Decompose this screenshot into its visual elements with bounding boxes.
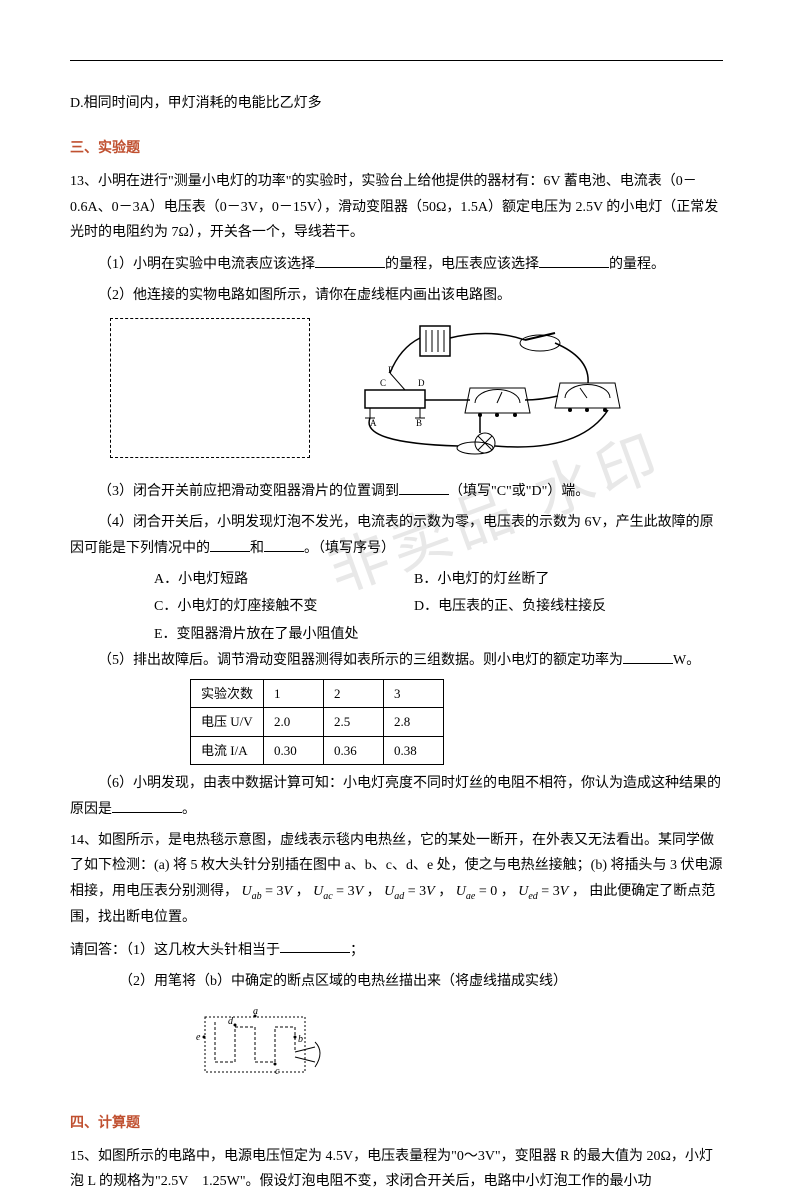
q13-stem: 13、小明在进行"测量小电灯的功率"的实验时，实验台上给他提供的器材有：6V 蓄… xyxy=(70,169,723,245)
table-row-header: 实验次数 1 2 3 xyxy=(191,679,444,707)
q14-diagram: a b c d e xyxy=(190,1002,723,1091)
circuit-draw-box[interactable] xyxy=(110,318,310,458)
svg-text:C: C xyxy=(380,378,386,388)
section-3-title: 三、实验题 xyxy=(70,136,723,161)
blank-fault-1[interactable] xyxy=(210,535,250,552)
q13-p3a: （3）闭合开关前应把滑动变阻器滑片的位置调到 xyxy=(98,484,399,499)
td-i3: 0.38 xyxy=(384,736,444,764)
q14-ask1b: ； xyxy=(350,942,364,957)
blank-reason[interactable] xyxy=(112,796,182,813)
svg-text:b: b xyxy=(298,1034,303,1045)
opt-c: C．小电灯的灯座接触不变 xyxy=(154,594,414,619)
opt-d: D．电压表的正、负接线柱接反 xyxy=(414,594,674,619)
q14-ask1a: 请回答：（1）这几枚大头针相当于 xyxy=(70,942,280,957)
td-u1: 2.0 xyxy=(264,708,324,736)
th-2: 2 xyxy=(324,679,384,707)
option-d-line: D.相同时间内，甲灯消耗的电能比乙灯多 xyxy=(70,91,723,116)
q13-p5: （5）排出故障后。调节滑动变阻器测得如表所示的三组数据。则小电灯的额定功率为 W。 xyxy=(70,647,723,673)
q13-p1c: 的量程。 xyxy=(609,257,665,272)
td-u2: 2.5 xyxy=(324,708,384,736)
q13-p2: （2）他连接的实物电路如图所示，请你在虚线框内画出该电路图。 xyxy=(70,283,723,308)
svg-text:A: A xyxy=(370,418,377,428)
svg-text:e: e xyxy=(196,1032,201,1043)
td-i-label: 电流 I/A xyxy=(191,736,264,764)
td-u3: 2.8 xyxy=(384,708,444,736)
svg-text:d: d xyxy=(228,1016,234,1027)
svg-text:D: D xyxy=(418,378,425,388)
td-u-label: 电压 U/V xyxy=(191,708,264,736)
blank-ammeter-range[interactable] xyxy=(315,251,385,268)
q13-diagram-row: AB CD P xyxy=(110,318,723,468)
svg-text:B: B xyxy=(416,418,422,428)
q13-p6: （6）小明发现，由表中数据计算可知：小电灯亮度不同时灯丝的电阻不相符，你认为造成… xyxy=(70,771,723,822)
table-row-voltage: 电压 U/V 2.0 2.5 2.8 xyxy=(191,708,444,736)
opt-a: A．小电灯短路 xyxy=(154,567,414,592)
blank-pin-role[interactable] xyxy=(280,937,350,954)
circuit-photo-svg: AB CD P xyxy=(330,318,650,468)
page-content: D.相同时间内，甲灯消耗的电能比乙灯多 三、实验题 13、小明在进行"测量小电灯… xyxy=(70,60,723,1194)
th-trial: 实验次数 xyxy=(191,679,264,707)
td-i2: 0.36 xyxy=(324,736,384,764)
opt-e: E．变阻器滑片放在了最小阻值处 xyxy=(154,622,414,647)
table-row-current: 电流 I/A 0.30 0.36 0.38 xyxy=(191,736,444,764)
blank-slider-end[interactable] xyxy=(399,478,449,495)
q13-p4mid: 和 xyxy=(250,541,264,556)
blank-rated-power[interactable] xyxy=(623,647,673,664)
td-i1: 0.30 xyxy=(264,736,324,764)
q13-p5a: （5）排出故障后。调节滑动变阻器测得如表所示的三组数据。则小电灯的额定功率为 xyxy=(98,653,623,668)
q13-p1b: 的量程，电压表应该选择 xyxy=(385,257,539,272)
q13-options: A．小电灯短路 B．小电灯的灯丝断了 C．小电灯的灯座接触不变 D．电压表的正、… xyxy=(70,567,723,647)
q13-p1a: （1）小明在实验中电流表应该选择 xyxy=(98,257,315,272)
q15-stem: 15、如图所示的电路中，电源电压恒定为 4.5V，电压表量程为"0～3V"，变阻… xyxy=(70,1144,723,1194)
q13-p6b: 。 xyxy=(182,802,196,817)
q14-stem: 14、如图所示，是电热毯示意图，虚线表示毯内电热丝，它的某处一断开，在外表又无法… xyxy=(70,828,723,930)
q13-p3: （3）闭合开关前应把滑动变阻器滑片的位置调到 （填写"C"或"D"）端。 xyxy=(70,478,723,504)
th-3: 3 xyxy=(384,679,444,707)
section-4-title: 四、计算题 xyxy=(70,1111,723,1136)
blank-voltmeter-range[interactable] xyxy=(539,251,609,268)
q13-data-table: 实验次数 1 2 3 电压 U/V 2.0 2.5 2.8 电流 I/A 0.3… xyxy=(190,679,444,765)
q13-p5b: W。 xyxy=(673,653,700,668)
q13-p4b: 。（填写序号） xyxy=(304,541,395,556)
q14-ask1: 请回答：（1）这几枚大头针相当于 ； xyxy=(70,937,723,963)
th-1: 1 xyxy=(264,679,324,707)
q14-ask2: （2）用笔将（b）中确定的断点区域的电热丝描出来（将虚线描成实线） xyxy=(70,969,723,994)
top-divider xyxy=(70,60,723,61)
q13-p1: （1）小明在实验中电流表应该选择 的量程，电压表应该选择 的量程。 xyxy=(70,251,723,277)
q14-formulas: Uab = 3V ， Uac = 3V ， Uad = 3V ， Uae = 0… xyxy=(242,884,569,899)
q13-p4: （4）闭合开关后，小明发现灯泡不发光，电流表的示数为零，电压表的示数为 6V，产… xyxy=(70,510,723,561)
blank-fault-2[interactable] xyxy=(264,535,304,552)
svg-text:c: c xyxy=(275,1066,280,1077)
q13-p3b: （填写"C"或"D"）端。 xyxy=(449,484,589,499)
opt-b: B．小电灯的灯丝断了 xyxy=(414,567,674,592)
